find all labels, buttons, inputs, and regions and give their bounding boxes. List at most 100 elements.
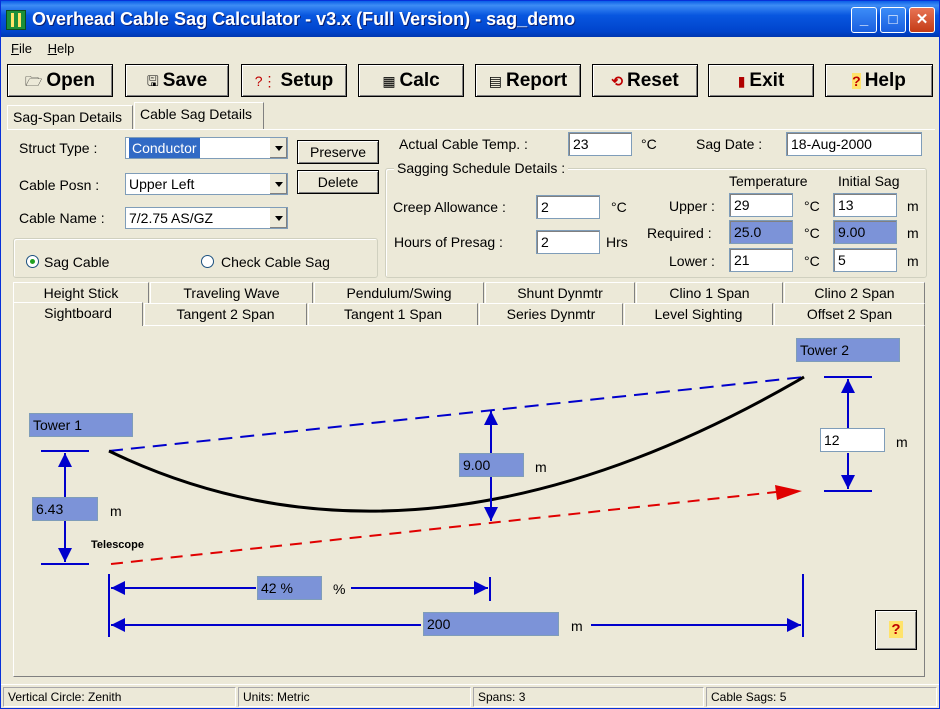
open-button[interactable]: 🗁 Open	[7, 64, 113, 97]
report-button[interactable]: ▤ Report	[475, 64, 581, 97]
tab-level-sighting[interactable]: Level Sighting	[624, 303, 773, 325]
reset-icon: ⟲	[611, 73, 623, 89]
required-temp-unit: °C	[804, 225, 820, 241]
initial-sag-header: Initial Sag	[838, 173, 900, 189]
upper-temp-input[interactable]: 29	[729, 193, 793, 217]
cable-posn-select[interactable]: Upper Left	[125, 173, 288, 195]
close-button[interactable]: ✕	[909, 7, 935, 33]
setup-icon: ?⋮	[254, 73, 277, 89]
tab-shunt-dynmtr[interactable]: Shunt Dynmtr	[485, 282, 635, 304]
tower2-height-unit: m	[896, 434, 908, 450]
tab-series-dynmtr[interactable]: Series Dynmtr	[479, 303, 623, 325]
sag-value-unit: m	[535, 459, 547, 475]
required-sag-unit: m	[907, 225, 919, 241]
cable-posn-label: Cable Posn :	[19, 177, 100, 193]
tab-tangent-1-span[interactable]: Tangent 1 Span	[308, 303, 478, 325]
required-temp-value: 25.0	[729, 220, 793, 244]
tab-sag-span-details[interactable]: Sag-Span Details	[7, 105, 133, 129]
sag-cable-label[interactable]: Sag Cable	[44, 254, 110, 270]
help-icon: ?	[889, 621, 903, 638]
tower2-height-input[interactable]: 12	[820, 428, 885, 452]
save-icon: 🖫	[146, 73, 159, 89]
upper-sag-unit: m	[907, 198, 919, 214]
status-cable-sags: Cable Sags: 5	[706, 687, 937, 707]
hours-presag-label: Hours of Presag :	[394, 234, 503, 250]
preserve-button[interactable]: Preserve	[297, 140, 379, 164]
required-label: Required :	[647, 225, 712, 241]
upper-sag-input[interactable]: 13	[833, 193, 897, 217]
sag-date-input[interactable]: 18-Aug-2000	[786, 132, 922, 156]
lower-sag-unit: m	[907, 253, 919, 269]
span-length-value: 200	[423, 612, 559, 636]
help-icon: ?	[852, 73, 861, 89]
toolbar: 🗁 Open 🖫 Save ?⋮ Setup ▦ Calc ▤ Report ⟲ Reset…	[7, 64, 935, 98]
actual-temp-unit: °C	[641, 136, 657, 152]
status-spans: Spans: 3	[473, 687, 704, 707]
chevron-down-icon[interactable]	[269, 138, 287, 158]
sightboard-panel	[13, 325, 925, 677]
tab-offset-2-span[interactable]: Offset 2 Span	[774, 303, 925, 325]
tab-sightboard[interactable]: Sightboard	[13, 302, 143, 326]
tower1-height-value: 6.43	[32, 497, 98, 521]
sight-line	[110, 491, 777, 565]
tower2-label: Tower 2	[796, 338, 900, 362]
method-tabs-row-2: Sightboard Tangent 2 Span Tangent 1 Span…	[13, 302, 925, 326]
cable-name-select[interactable]: 7/2.75 AS/GZ	[125, 207, 288, 229]
exit-button[interactable]: ▮ Exit	[708, 64, 814, 97]
upper-label: Upper :	[669, 198, 715, 214]
status-units: Units: Metric	[238, 687, 471, 707]
cable-curve	[108, 375, 805, 513]
delete-button[interactable]: Delete	[297, 170, 379, 194]
calc-button[interactable]: ▦ Calc	[358, 64, 464, 97]
chevron-down-icon[interactable]	[269, 174, 287, 194]
window-title: Overhead Cable Sag Calculator - v3.x (Fu…	[32, 9, 576, 29]
check-cable-sag-radio[interactable]	[201, 255, 214, 268]
tab-clino-1-span[interactable]: Clino 1 Span	[636, 282, 783, 304]
method-tabs-row-1: Height Stick Traveling Wave Pendulum/Swi…	[13, 282, 925, 304]
hours-presag-input[interactable]: 2	[536, 230, 600, 254]
check-cable-sag-label[interactable]: Check Cable Sag	[221, 254, 330, 270]
reset-button[interactable]: ⟲ Reset	[592, 64, 698, 97]
folder-icon: 🗁	[25, 73, 43, 89]
menu-file[interactable]: File	[11, 41, 32, 56]
actual-temp-input[interactable]: 23	[568, 132, 632, 156]
tab-cable-sag-details[interactable]: Cable Sag Details	[134, 102, 264, 129]
span-length-unit: m	[571, 618, 583, 634]
tab-height-stick[interactable]: Height Stick	[13, 282, 149, 304]
status-bar: Vertical Circle: Zenith Units: Metric Sp…	[1, 684, 939, 709]
diagram-help-button[interactable]: ?	[875, 610, 917, 650]
struct-type-select[interactable]: Conductor	[125, 137, 288, 159]
chevron-down-icon[interactable]	[269, 208, 287, 228]
tower1-height-unit: m	[110, 503, 122, 519]
tab-tangent-2-span[interactable]: Tangent 2 Span	[144, 303, 307, 325]
status-vertical-circle: Vertical Circle: Zenith	[3, 687, 236, 707]
tower1-label: Tower 1	[29, 413, 133, 437]
tab-pendulum-swing[interactable]: Pendulum/Swing	[314, 282, 484, 304]
help-button[interactable]: ? Help	[825, 64, 933, 97]
sagging-schedule-title: Sagging Schedule Details :	[394, 160, 569, 176]
temperature-header: Temperature	[729, 173, 808, 189]
menu-bar: File Help	[5, 39, 80, 59]
calculator-icon: ▦	[382, 73, 396, 89]
creep-allowance-label: Creep Allowance :	[393, 199, 506, 215]
setup-button[interactable]: ?⋮ Setup	[241, 64, 347, 97]
percent-value: 42 %	[257, 576, 322, 600]
tab-traveling-wave[interactable]: Traveling Wave	[150, 282, 313, 304]
lower-temp-input[interactable]: 21	[729, 248, 793, 272]
struct-type-label: Struct Type :	[19, 140, 98, 156]
tab-panel-border	[7, 129, 935, 130]
creep-allowance-input[interactable]: 2	[536, 195, 600, 219]
tab-clino-2-span[interactable]: Clino 2 Span	[784, 282, 925, 304]
lower-sag-input[interactable]: 5	[833, 248, 897, 272]
menu-help[interactable]: Help	[47, 41, 75, 56]
save-button[interactable]: 🖫 Save	[125, 64, 229, 97]
maximize-button[interactable]: □	[880, 7, 906, 33]
lower-temp-unit: °C	[804, 253, 820, 269]
actual-temp-label: Actual Cable Temp. :	[399, 136, 528, 152]
creep-allowance-unit: °C	[611, 199, 627, 215]
sight-arrow-head	[775, 485, 802, 500]
title-bar[interactable]: Overhead Cable Sag Calculator - v3.x (Fu…	[1, 1, 939, 37]
minimize-button[interactable]: _	[851, 7, 877, 33]
exit-door-icon: ▮	[737, 73, 746, 89]
sag-cable-radio[interactable]	[26, 255, 39, 268]
